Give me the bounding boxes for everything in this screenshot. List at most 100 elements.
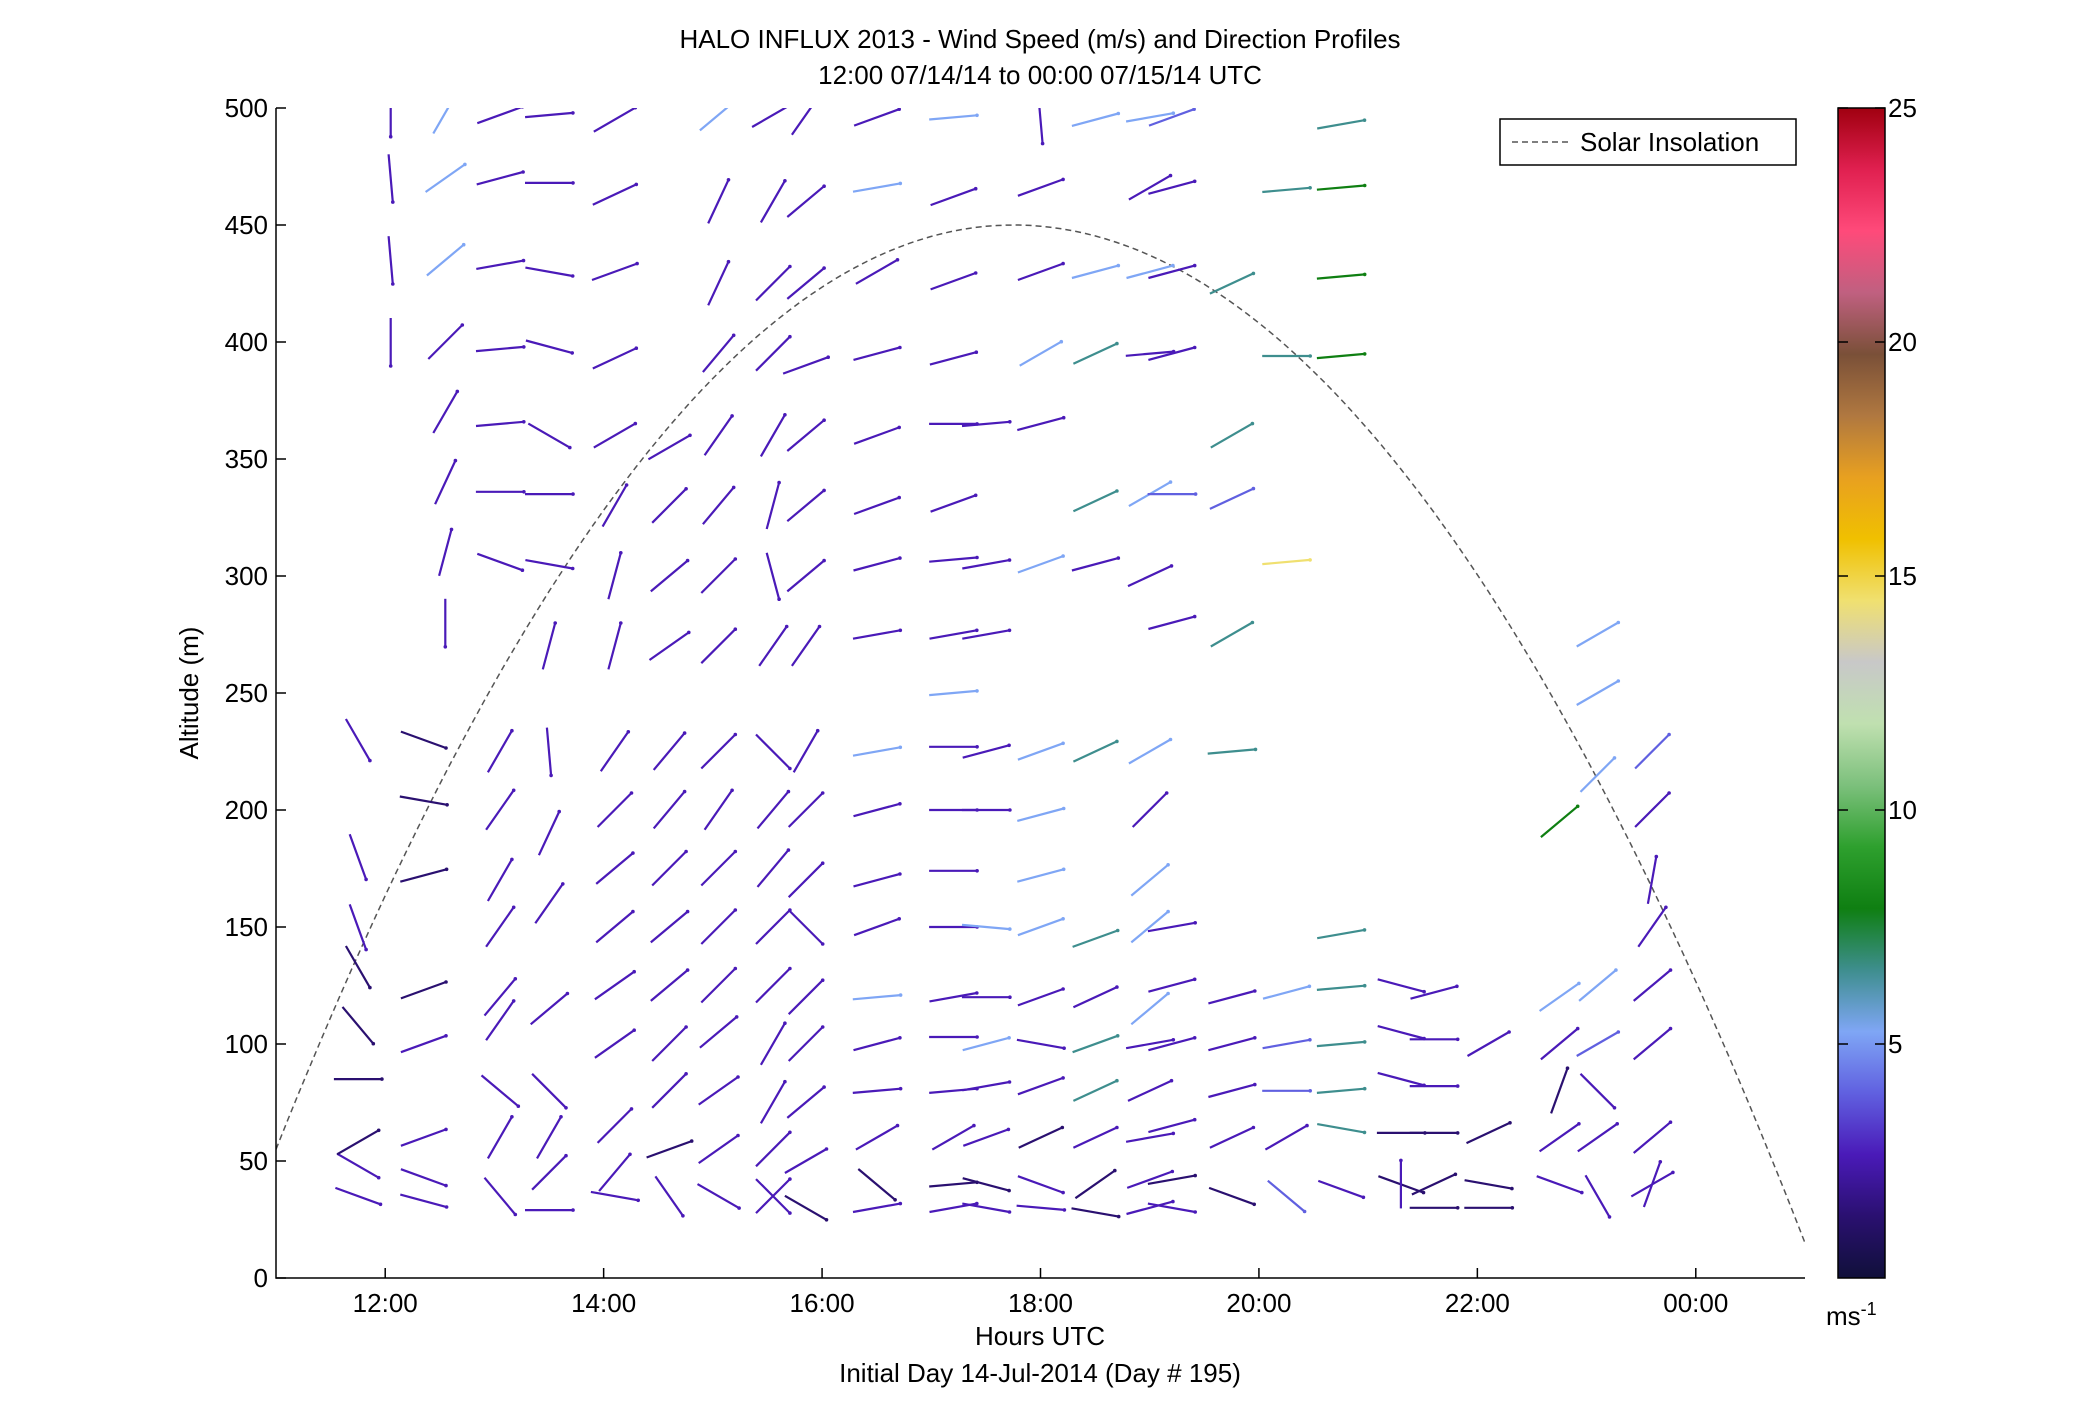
wind-barb (929, 556, 978, 563)
wind-barb-tip (511, 905, 516, 910)
colorbar-tick-label: 20 (1888, 327, 1917, 357)
wind-barb (1130, 992, 1169, 1026)
wind-barb-tip (632, 1028, 636, 1032)
wind-barb-tip (510, 728, 514, 733)
wind-barb-tip (681, 1214, 685, 1218)
wind-barb-tip (1667, 791, 1671, 795)
wind-barb-tip (1171, 1131, 1176, 1136)
wind-barb (759, 1081, 786, 1124)
wind-barb-tip (820, 942, 825, 946)
wind-barb (1267, 1179, 1306, 1213)
wind-barb (786, 185, 825, 218)
wind-barb (438, 529, 453, 577)
wind-barb-tip (820, 791, 825, 795)
wind-barb-tip (895, 258, 900, 262)
wind-barb (1209, 1126, 1254, 1149)
wind-barb (341, 1006, 375, 1045)
wind-barb-tip (822, 558, 826, 563)
wind-barb-tip (1253, 747, 1258, 752)
wind-barb (1579, 1073, 1616, 1109)
wind-barb-tip (453, 458, 458, 463)
wind-barb-tip (822, 1085, 826, 1089)
wind-barb-tip (456, 90, 460, 94)
wind-barb (1017, 416, 1064, 432)
wind-barb (853, 108, 900, 127)
wind-barb-tip (443, 645, 448, 649)
wind-barb-tip (788, 264, 792, 269)
wind-barb-tip (455, 389, 460, 394)
wind-barb (852, 1087, 901, 1094)
wind-barb-tip (364, 877, 368, 882)
wind-barb (1148, 108, 1195, 127)
wind-barb (335, 1186, 381, 1206)
wind-barb (929, 114, 978, 121)
wind-barb-tip (897, 917, 901, 921)
wind-barb (929, 629, 977, 640)
wind-barb-tip (1115, 489, 1119, 493)
wind-barb (1071, 264, 1119, 280)
legend-label-solar: Solar Insolation (1580, 127, 1759, 157)
wind-barb (961, 923, 1010, 931)
wind-barb (1208, 1083, 1256, 1099)
wind-barb (647, 434, 691, 461)
wind-barb (702, 334, 735, 373)
wind-barb-tip (1362, 1086, 1367, 1091)
x-tick-label: 12:00 (353, 1288, 418, 1318)
wind-barb (1017, 178, 1064, 197)
wind-barb (755, 967, 791, 1004)
wind-barb-tip (817, 624, 822, 629)
wind-barb-tip (1362, 118, 1367, 122)
wind-barb-tip (1580, 1190, 1584, 1195)
wind-barb (1550, 1067, 1569, 1114)
wind-barb-tip (561, 882, 565, 886)
wind-barb (1071, 112, 1119, 127)
wind-barb (961, 420, 1010, 428)
wind-barb-tip (1115, 985, 1119, 989)
wind-barb-tip (1061, 261, 1065, 266)
wind-barb-tip (783, 413, 787, 417)
wind-barb-tip (898, 345, 902, 350)
wind-barb (786, 489, 825, 523)
x-axis-sublabel: Initial Day 14-Jul-2014 (Day # 195) (839, 1358, 1241, 1388)
wind-barb-tip (684, 849, 688, 854)
wind-barb (536, 1116, 562, 1159)
wind-barb (1632, 1027, 1672, 1061)
wind-barb-tip (733, 849, 738, 854)
wind-barb (545, 727, 553, 776)
wind-barb (1262, 985, 1310, 1000)
wind-barb-tip (1253, 989, 1257, 993)
wind-barb-tip (1061, 415, 1066, 420)
wind-barb (432, 390, 459, 434)
wind-barb-tip (897, 108, 901, 111)
wind-barb (485, 906, 515, 948)
wind-barb-tip (783, 1079, 787, 1084)
wind-barb-tip (783, 179, 787, 183)
wind-barb (1126, 264, 1174, 280)
wind-barb (855, 1124, 899, 1151)
wind-barb-tip (1166, 863, 1170, 867)
wind-barb-tip (444, 1205, 449, 1209)
wind-barb-tip (629, 791, 634, 795)
wind-barb-tip (570, 274, 575, 278)
wind-barb (1017, 987, 1064, 1007)
wind-barb (1576, 621, 1619, 648)
wind-barb-tip (788, 766, 792, 771)
wind-barb (400, 730, 447, 750)
wind-barb (1208, 989, 1256, 1005)
wind-barb-tip (557, 809, 561, 814)
wind-barb-tip (1116, 1214, 1121, 1219)
wind-barb-tip (1166, 909, 1170, 914)
wind-barb (650, 559, 689, 593)
wind-barb-tip (522, 420, 526, 424)
wind-barb (755, 335, 791, 372)
wind-barb (651, 1026, 687, 1062)
wind-barb-tip (731, 485, 736, 490)
wind-barb-tip (682, 789, 687, 794)
colorbar-tick-label: 25 (1888, 93, 1917, 123)
wind-barb-tip (1062, 1208, 1067, 1212)
wind-barb-tip (1455, 1206, 1460, 1210)
wind-barb (1017, 1175, 1064, 1194)
wind-barb (962, 1128, 1009, 1147)
wind-barb (1128, 738, 1172, 765)
